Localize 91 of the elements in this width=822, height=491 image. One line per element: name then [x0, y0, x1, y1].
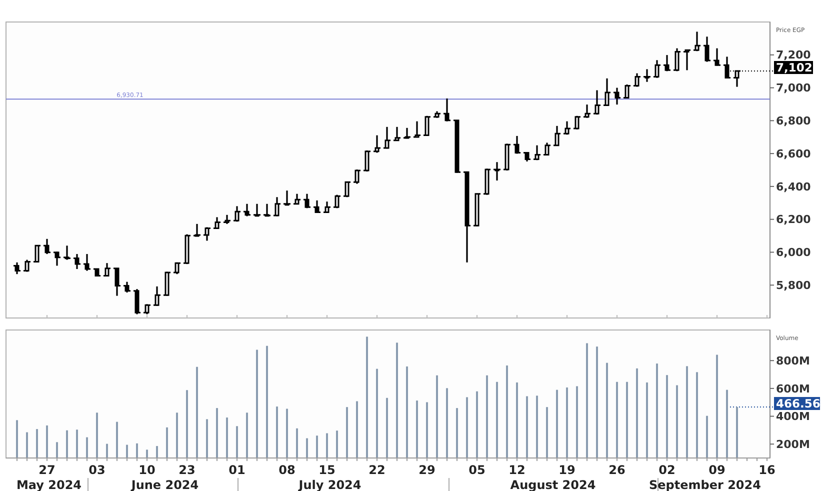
candlestick — [662, 54, 672, 72]
candlestick — [492, 161, 502, 182]
y-tick-label: 400M — [776, 410, 810, 424]
candlestick — [442, 98, 452, 122]
y-tick-label: 5,800 — [776, 278, 812, 292]
candlestick — [222, 214, 232, 225]
candlestick — [212, 216, 222, 230]
candlestick — [382, 126, 392, 150]
candlestick — [162, 270, 172, 297]
candlestick — [292, 193, 302, 205]
candlestick — [32, 244, 42, 263]
candlestick — [542, 142, 552, 156]
candlestick — [102, 262, 112, 278]
candlestick — [342, 180, 352, 198]
y-tick-label: 200M — [776, 438, 810, 451]
x-tick-label: 09 — [708, 463, 726, 477]
x-tick-label: 16 — [758, 463, 776, 477]
candlestick — [552, 125, 562, 147]
candlestick — [252, 203, 262, 218]
x-tick-label: 02 — [658, 463, 676, 477]
candlestick — [422, 115, 432, 136]
candlestick — [12, 262, 22, 275]
candlestick — [642, 68, 652, 83]
candlestick — [392, 126, 402, 142]
y-tick-label: 6,000 — [776, 246, 812, 260]
candlestick — [112, 268, 122, 297]
candlestick — [22, 258, 32, 273]
x-tick-label: 19 — [558, 463, 576, 477]
y-tick-label: 7,200 — [776, 48, 812, 62]
candlestick — [352, 168, 362, 185]
candlestick — [632, 72, 642, 88]
candlestick — [312, 200, 322, 214]
x-tick-label: 22 — [368, 463, 386, 477]
candlestick — [652, 59, 662, 79]
y-tick-label: 6,200 — [776, 213, 812, 226]
x-tick-label: 29 — [418, 463, 436, 477]
candlestick — [702, 36, 712, 63]
candlestick — [42, 238, 52, 255]
candlestick — [152, 286, 162, 307]
x-tick-label: 23 — [178, 463, 196, 477]
candlestick — [362, 150, 372, 172]
y-tick-label: 6,600 — [776, 147, 812, 160]
y-tick-label: 6,800 — [776, 114, 812, 128]
y-tick-label: 7,000 — [776, 82, 812, 95]
candlestick — [582, 104, 592, 119]
x-tick-label: 15 — [318, 463, 336, 477]
candlestick — [282, 190, 292, 206]
candlestick — [332, 194, 342, 209]
candlestick — [622, 84, 632, 100]
x-tick-label: 08 — [278, 463, 296, 477]
y-tick-label: 600M — [776, 382, 810, 396]
candlestick — [692, 30, 702, 52]
candlestick — [592, 89, 602, 116]
x-tick-label: 10 — [138, 463, 156, 477]
candlestick — [322, 200, 332, 214]
candlestick — [522, 151, 532, 162]
candlestick — [532, 144, 542, 161]
candlestick — [122, 281, 132, 294]
candlestick — [612, 86, 622, 106]
candlestick — [712, 48, 722, 67]
candlestick — [242, 203, 252, 218]
x-tick-label: 05 — [468, 463, 486, 477]
candlestick — [82, 253, 92, 272]
x-tick-label: 26 — [608, 463, 626, 477]
candlestick — [72, 253, 82, 270]
x-tick-label: 27 — [38, 463, 56, 477]
x-tick-label: 01 — [228, 463, 246, 477]
candlestick — [682, 49, 692, 71]
candlestick — [412, 120, 422, 138]
ref-line-label: 7,102 — [776, 60, 812, 75]
candlestick — [262, 203, 272, 218]
ref-line-label: 466.56 — [776, 396, 820, 411]
candlestick — [272, 196, 282, 218]
candlestick — [62, 244, 72, 261]
x-tick-label: 12 — [508, 463, 526, 477]
candlestick — [372, 134, 382, 154]
candlestick — [512, 135, 522, 155]
candlestick — [52, 250, 62, 267]
candlestick — [672, 48, 682, 72]
candlestick — [192, 223, 202, 238]
candlestick — [202, 226, 212, 242]
x-tick-label: 03 — [88, 463, 106, 477]
candlestick — [232, 205, 242, 222]
y-tick-label: 6,400 — [776, 180, 812, 194]
candlestick — [142, 303, 152, 316]
candlestick — [602, 78, 612, 106]
candlestick — [302, 193, 312, 209]
y-tick-label: 800M — [776, 354, 810, 368]
candlestick — [132, 288, 142, 316]
candlestick — [572, 115, 582, 130]
candlestick — [562, 120, 572, 136]
